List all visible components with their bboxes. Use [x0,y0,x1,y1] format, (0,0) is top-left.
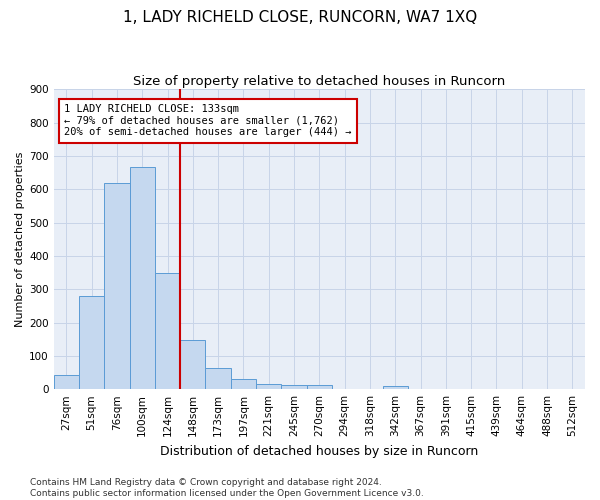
Bar [79,296,104,389]
Bar [130,166,155,389]
Bar [231,379,256,389]
Text: 1, LADY RICHELD CLOSE, RUNCORN, WA7 1XQ: 1, LADY RICHELD CLOSE, RUNCORN, WA7 1XQ [123,10,477,25]
Bar [180,340,205,389]
Y-axis label: Number of detached properties: Number of detached properties [15,152,25,327]
Text: 1 LADY RICHELD CLOSE: 133sqm
← 79% of detached houses are smaller (1,762)
20% of: 1 LADY RICHELD CLOSE: 133sqm ← 79% of de… [64,104,352,138]
Title: Size of property relative to detached houses in Runcorn: Size of property relative to detached ho… [133,75,505,88]
Text: Contains HM Land Registry data © Crown copyright and database right 2024.
Contai: Contains HM Land Registry data © Crown c… [30,478,424,498]
Bar [307,385,332,389]
Bar [281,385,307,389]
Bar [104,182,130,389]
Bar [205,368,231,389]
Bar [383,386,408,389]
Bar [256,384,281,389]
Bar [53,375,79,389]
Bar [155,273,180,389]
X-axis label: Distribution of detached houses by size in Runcorn: Distribution of detached houses by size … [160,444,478,458]
